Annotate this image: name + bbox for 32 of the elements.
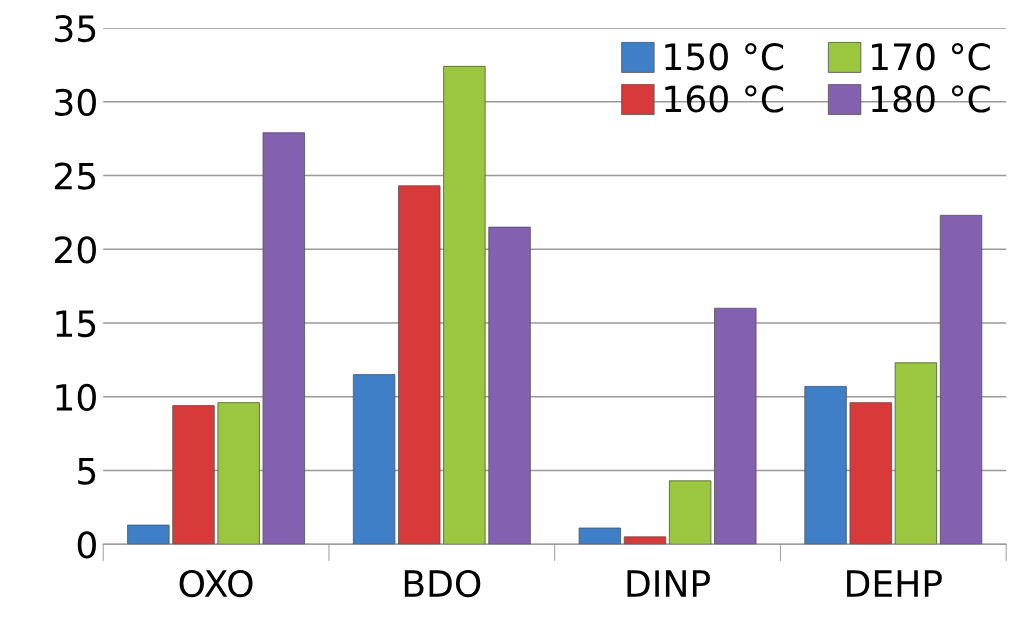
bar: [623, 536, 667, 545]
legend-label: 150 °C: [665, 43, 784, 71]
bar: [352, 374, 396, 545]
bar: [668, 480, 712, 545]
bar: [804, 386, 847, 545]
bar: [894, 362, 938, 545]
x-tick-label: DINP: [627, 570, 710, 597]
bar: [217, 402, 260, 545]
bar: [398, 185, 441, 545]
y-tick-label: 5: [78, 457, 96, 485]
x-tick-label: DEHP: [847, 570, 942, 597]
bar: [443, 65, 486, 545]
bar: [172, 405, 215, 545]
y-tick-label: 20: [55, 236, 96, 264]
y-tick-label: 25: [55, 162, 96, 190]
bar: [939, 214, 983, 545]
legend-label: 160 °C: [665, 85, 784, 113]
y-tick-label: 30: [55, 88, 96, 116]
bar: [849, 402, 892, 545]
y-tick-label: 15: [56, 310, 96, 338]
legend-label: 180 °C: [872, 85, 990, 113]
x-tick-label: BDO: [404, 569, 481, 598]
bar: [578, 527, 622, 545]
bar: [127, 524, 170, 545]
bar: [488, 226, 531, 545]
y-tick-label: 35: [55, 14, 96, 43]
y-tick-label: 10: [56, 383, 96, 411]
y-tick-label: 0: [77, 531, 96, 559]
bar: [262, 132, 305, 545]
bar: [714, 307, 757, 545]
x-tick-label: OXO: [179, 569, 253, 598]
legend-label: 170 °C: [872, 43, 990, 71]
